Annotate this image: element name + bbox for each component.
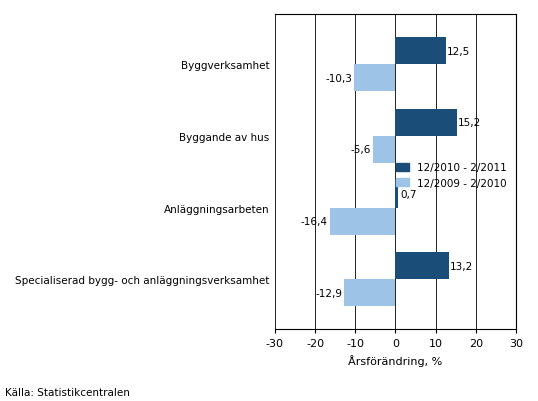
X-axis label: Årsförändring, %: Årsförändring, % [348, 354, 443, 366]
Bar [395, 38, 445, 65]
Text: 13,2: 13,2 [450, 261, 473, 271]
Text: -10,3: -10,3 [325, 74, 352, 83]
Bar [344, 279, 395, 307]
Legend: 12/2010 - 2/2011, 12/2009 - 2/2010: 12/2010 - 2/2011, 12/2009 - 2/2010 [392, 159, 511, 192]
Text: -16,4: -16,4 [301, 217, 328, 227]
Bar [395, 181, 398, 208]
Bar [330, 208, 395, 235]
Text: -12,9: -12,9 [315, 288, 342, 298]
Text: 0,7: 0,7 [400, 189, 416, 199]
Text: 15,2: 15,2 [458, 118, 482, 128]
Bar [395, 252, 449, 279]
Text: 12,5: 12,5 [447, 47, 471, 57]
Bar [395, 109, 457, 136]
Text: Källa: Statistikcentralen: Källa: Statistikcentralen [5, 387, 130, 397]
Bar [354, 65, 395, 92]
Bar [373, 136, 395, 164]
Text: -5,6: -5,6 [351, 145, 371, 155]
